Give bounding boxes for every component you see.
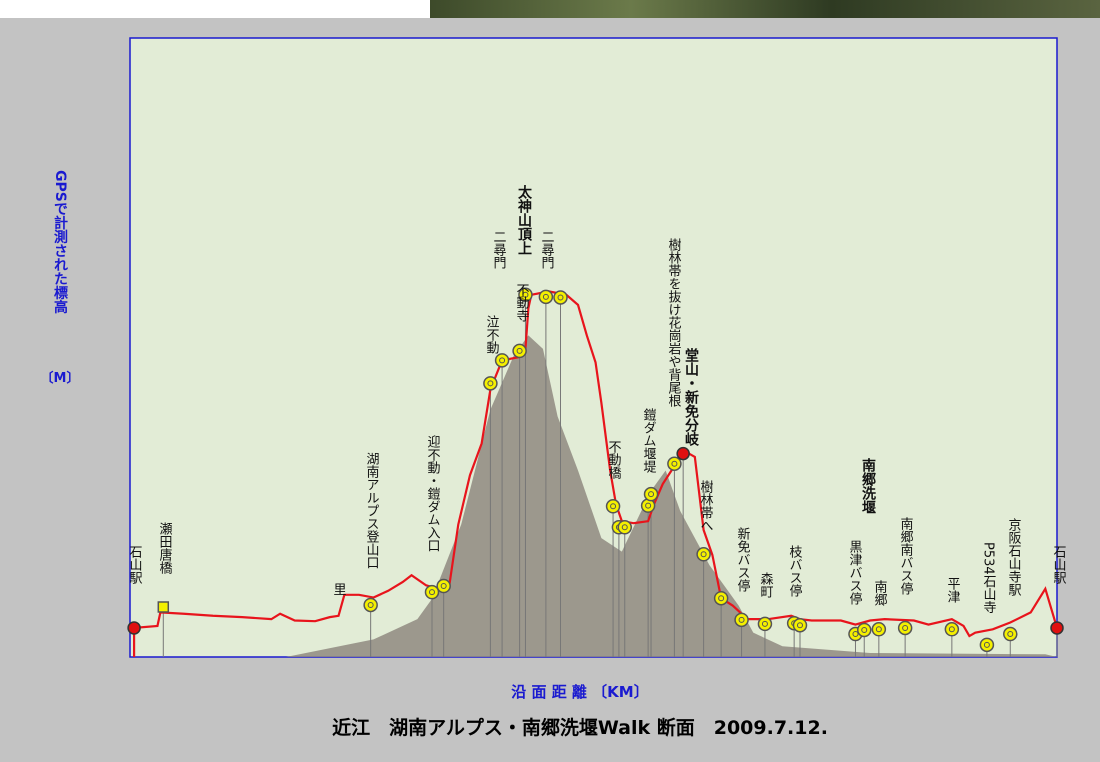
- marker: [758, 617, 771, 630]
- marker: [980, 638, 993, 651]
- marker: [425, 586, 438, 599]
- waypoint-label: 樹林帯を抜け花崗岩や背尾根: [666, 238, 682, 407]
- waypoint-label: 泣不動: [484, 315, 500, 355]
- waypoint-label: 鎧ダム堰堤: [641, 407, 657, 474]
- marker: [607, 500, 620, 513]
- waypoint-label: 樹林帯へ: [698, 480, 714, 532]
- waypoint-label: 平津: [945, 577, 961, 603]
- marker: [668, 457, 681, 470]
- marker: [735, 613, 748, 626]
- y-axis-label: GPSで計測された標高: [52, 170, 68, 315]
- marker: [872, 623, 885, 636]
- chart-title: 近江 湖南アルプス・南郷洗堰Walk 断面 2009.7.12.: [332, 716, 828, 739]
- marker: [539, 290, 552, 303]
- chart: 石山駅瀬田唐橋里湖南アルプス登山口迎不動・鎧ダム入口泣不動二尋門太神山頂上不動寺…: [0, 0, 1100, 762]
- waypoint-label: 太神山頂上: [516, 184, 532, 255]
- marker: [554, 291, 567, 304]
- waypoint-label: 湖南アルプス登山口: [364, 452, 380, 569]
- marker: [437, 580, 450, 593]
- waypoint-label: 石山駅: [127, 545, 143, 585]
- waypoint-label: 南郷: [872, 579, 888, 606]
- top-blank: [0, 0, 430, 18]
- marker: [158, 602, 168, 612]
- waypoint-label: 石山駅: [1051, 545, 1067, 585]
- marker: [128, 622, 140, 634]
- waypoint-label: 南郷南バス停: [898, 516, 914, 595]
- waypoint-label: 森町: [758, 572, 774, 598]
- marker: [1051, 622, 1063, 634]
- waypoint-label: 不動寺: [514, 283, 530, 322]
- waypoint-label: 南郷洗堰: [860, 457, 876, 514]
- waypoint-label: 京阪石山寺駅: [1006, 518, 1022, 597]
- waypoint-label: 枝バス停: [787, 545, 803, 597]
- marker: [858, 623, 871, 636]
- photo-strip: [430, 0, 1100, 18]
- marker: [697, 548, 710, 561]
- waypoint-label: 二尋門: [539, 230, 555, 270]
- marker: [945, 623, 958, 636]
- waypoint-label: 瀬田唐橋: [157, 522, 173, 575]
- waypoint-label: 堂山・新免分岐: [683, 347, 699, 447]
- marker: [645, 488, 658, 501]
- x-axis-label: 沿 面 距 離 〔KM〕: [511, 683, 648, 701]
- marker: [1004, 628, 1017, 641]
- waypoint-label: 二尋門: [491, 230, 507, 270]
- waypoint-label: 迎不動・鎧ダム入口: [425, 435, 441, 552]
- marker: [899, 621, 912, 634]
- marker: [715, 592, 728, 605]
- waypoint-label: 不動橋: [606, 440, 622, 480]
- marker: [793, 619, 806, 632]
- marker: [618, 521, 631, 534]
- waypoint-label: 新免バス停: [735, 526, 751, 592]
- marker: [513, 344, 526, 357]
- waypoint-label: P534石山寺: [981, 542, 997, 614]
- marker: [677, 448, 689, 460]
- y-axis-unit: 〔M〕: [41, 370, 80, 386]
- marker: [484, 377, 497, 390]
- marker: [496, 354, 509, 367]
- marker: [364, 598, 377, 611]
- waypoint-label: 黒津バス停: [847, 540, 863, 605]
- waypoint-label: 里: [333, 583, 346, 598]
